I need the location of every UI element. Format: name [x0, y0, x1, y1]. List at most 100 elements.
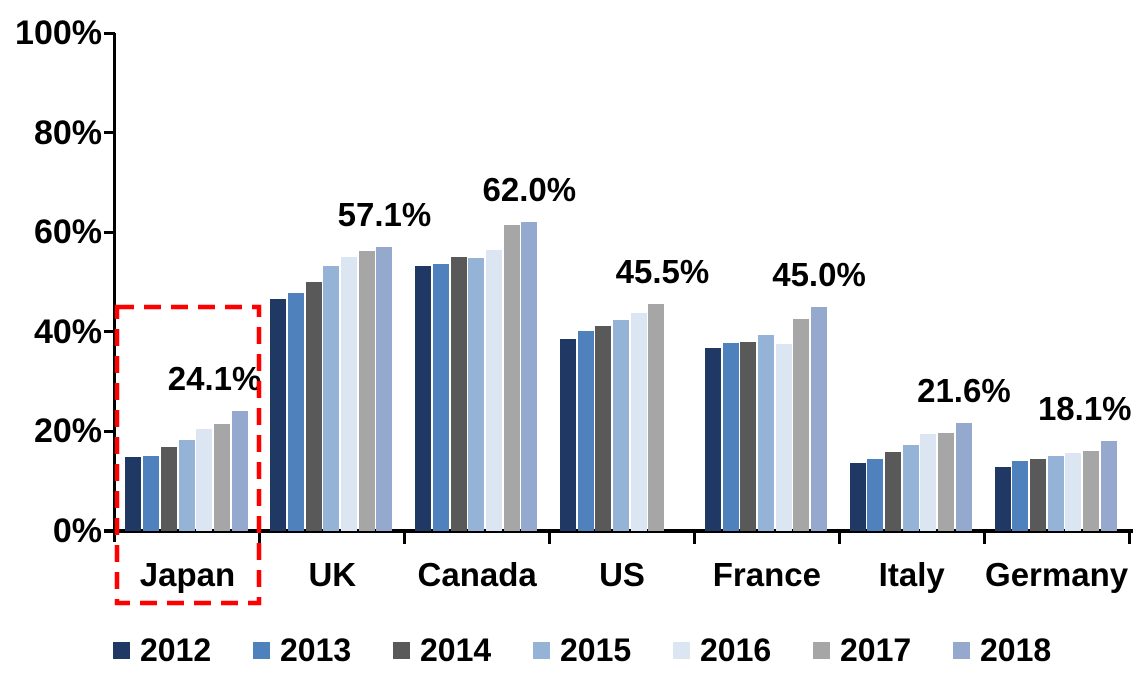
legend-swatch-2013: [253, 641, 270, 659]
y-axis-label: 20%: [33, 412, 102, 451]
value-label-japan: 24.1%: [167, 359, 262, 397]
bar-germany-2017: [1083, 451, 1100, 531]
bar-us-2017: [648, 304, 665, 531]
bar-germany-2018: [1100, 440, 1117, 531]
value-label-uk: 57.1%: [337, 195, 432, 233]
y-axis-tick: [104, 230, 115, 234]
bar-canada-2018: [521, 222, 538, 531]
bar-italy-2017: [938, 433, 955, 531]
bar-us-2013: [577, 330, 594, 531]
category-label-uk: UK: [308, 556, 357, 593]
legend-label-2016: 2016: [700, 632, 772, 668]
bar-japan-2012: [125, 456, 142, 531]
bar-canada-2016: [485, 250, 502, 531]
chart-legend: 2012 2013 2014 2015 2016 2017 2018: [113, 634, 1093, 666]
bar-us-2015: [613, 319, 630, 531]
bar-france-2012: [704, 347, 721, 531]
legend-item-2012: 2012: [113, 634, 253, 666]
bar-france-2018: [811, 306, 828, 531]
legend-swatch-2014: [393, 641, 410, 659]
legend-swatch-2015: [533, 641, 550, 659]
value-label-france: 45.0%: [772, 255, 866, 293]
category-label-us: US: [599, 556, 645, 593]
legend-swatch-2018: [953, 641, 970, 659]
bar-france-2014: [740, 342, 757, 531]
bar-canada-2015: [468, 258, 485, 531]
y-axis-label: 40%: [33, 312, 102, 351]
bar-japan-2015: [178, 440, 195, 531]
value-label-us: 45.5%: [615, 253, 710, 291]
bar-italy-2014: [885, 452, 902, 531]
y-axis-tick: [104, 330, 115, 334]
bar-us-2014: [595, 325, 612, 531]
category-label-canada: Canada: [417, 556, 537, 593]
x-axis-tick: [982, 531, 986, 544]
category-label-germany: Germany: [985, 556, 1129, 593]
bar-japan-2014: [160, 446, 177, 531]
legend-swatch-2016: [673, 641, 690, 659]
bar-italy-2013: [867, 459, 884, 531]
x-axis-tick: [548, 531, 552, 544]
bar-canada-2017: [503, 224, 520, 531]
x-axis-tick: [403, 531, 407, 544]
bar-germany-2016: [1065, 453, 1082, 531]
bar-canada-2013: [432, 264, 449, 531]
category-label-france: France: [712, 556, 821, 593]
y-axis-tick: [104, 31, 115, 35]
legend-label-2013: 2013: [280, 632, 352, 668]
bar-france-2016: [775, 343, 792, 531]
bar-uk-2017: [358, 251, 375, 531]
x-axis-tick: [1127, 531, 1131, 544]
x-axis-tick: [692, 531, 696, 544]
legend-label-2012: 2012: [140, 632, 212, 668]
x-axis-tick: [258, 531, 262, 544]
bar-us-2016: [630, 312, 647, 531]
legend-item-2014: 2014: [393, 634, 533, 666]
bar-uk-2015: [323, 266, 340, 531]
value-label-canada: 62.0%: [482, 171, 577, 209]
y-axis-label: 80%: [33, 113, 102, 152]
y-axis-tick: [104, 131, 115, 135]
bar-canada-2012: [415, 266, 432, 531]
legend-swatch-2017: [813, 641, 830, 659]
legend-item-2018: 2018: [953, 634, 1093, 666]
legend-item-2016: 2016: [673, 634, 813, 666]
bar-uk-2014: [305, 282, 322, 531]
legend-item-2013: 2013: [253, 634, 393, 666]
x-axis-tick: [837, 531, 841, 544]
bar-canada-2014: [450, 257, 467, 531]
bar-germany-2015: [1047, 456, 1064, 531]
bar-italy-2015: [902, 445, 919, 531]
bar-uk-2013: [287, 292, 304, 531]
value-label-italy: 21.6%: [917, 372, 1011, 410]
bar-japan-2018: [231, 410, 248, 531]
legend-swatch-2012: [113, 641, 130, 659]
bar-germany-2012: [994, 467, 1011, 531]
bar-japan-2017: [213, 424, 230, 531]
bar-france-2017: [793, 318, 810, 531]
category-label-japan: Japan: [139, 556, 236, 593]
value-label-germany: 18.1%: [1037, 389, 1132, 427]
legend-label-2014: 2014: [420, 632, 492, 668]
legend-item-2015: 2015: [533, 634, 673, 666]
bar-germany-2014: [1029, 458, 1046, 531]
y-axis-line: [113, 33, 116, 542]
bar-uk-2016: [341, 257, 358, 531]
legend-label-2015: 2015: [560, 632, 632, 668]
y-axis-tick: [104, 529, 115, 533]
bar-uk-2012: [270, 299, 287, 531]
bar-japan-2013: [143, 455, 160, 531]
bar-france-2013: [722, 342, 739, 531]
legend-label-2017: 2017: [840, 632, 912, 668]
bar-uk-2018: [376, 246, 393, 531]
bar-italy-2012: [849, 463, 866, 531]
y-axis-tick: [104, 429, 115, 433]
bar-japan-2016: [196, 429, 213, 531]
legend-label-2018: 2018: [980, 632, 1052, 668]
legend-item-2017: 2017: [813, 634, 953, 666]
bar-france-2015: [757, 334, 774, 531]
x-axis-line: [104, 529, 1133, 533]
y-axis-label: 100%: [15, 14, 102, 52]
y-axis-label: 0%: [52, 512, 102, 550]
